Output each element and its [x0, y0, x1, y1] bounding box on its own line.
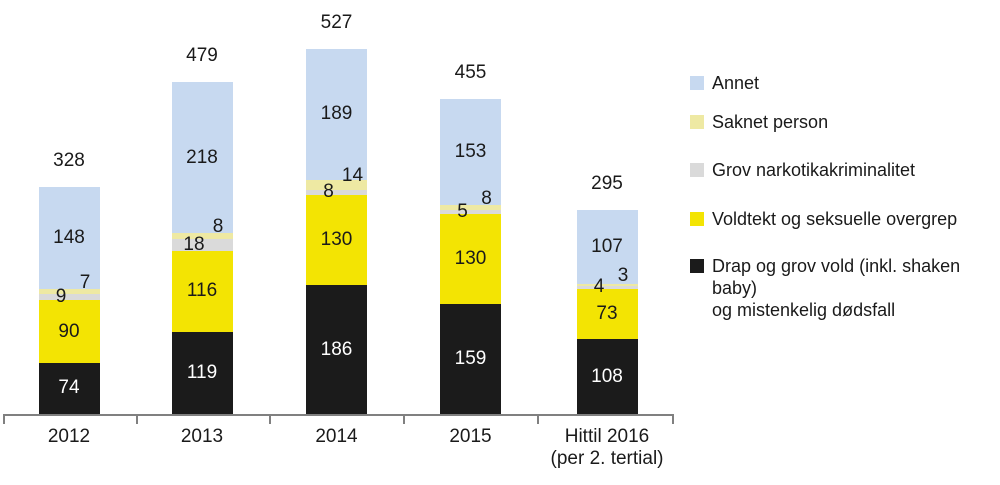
- x-axis-line: [3, 414, 673, 416]
- segment-value-label: 218: [186, 146, 218, 168]
- bar-segment: [306, 189, 367, 196]
- bar-segment: [171, 238, 233, 252]
- segment-value-label: 119: [186, 361, 218, 383]
- bar-segment: [576, 283, 638, 286]
- segment-value-label: 8: [481, 187, 492, 209]
- bar-total-label: 295: [591, 172, 623, 194]
- legend-swatch: [690, 212, 704, 226]
- legend-swatch: [690, 115, 704, 129]
- bar-segment: [440, 98, 501, 205]
- legend-item: Drap og grov vold (inkl. shaken baby) og…: [690, 255, 1000, 321]
- segment-value-label: 148: [53, 227, 85, 249]
- bar-segment: [576, 288, 638, 340]
- bar-segment: [38, 289, 100, 295]
- segment-value-label: 8: [212, 216, 224, 237]
- axis-tick: [402, 414, 405, 424]
- bar-segment: [38, 300, 100, 363]
- bar-segment: [306, 195, 367, 286]
- segment-value-label: 189: [320, 103, 353, 125]
- segment-value-label: 107: [591, 235, 623, 257]
- legend-swatch: [690, 259, 704, 273]
- segment-value-label: 7: [79, 271, 91, 293]
- axis-tick: [672, 414, 674, 424]
- bar-segment: [171, 82, 233, 234]
- segment-value-label: 153: [454, 140, 487, 162]
- segment-value-label: 186: [320, 338, 353, 360]
- bar-segment: [576, 339, 638, 414]
- bar-total-label: 479: [186, 45, 218, 67]
- bar-segment: [576, 209, 638, 284]
- segment-value-label: 14: [341, 164, 364, 186]
- x-axis-label: 2015: [449, 426, 492, 447]
- bar-segment: [38, 294, 100, 301]
- axis-tick: [135, 414, 138, 424]
- legend-swatch: [690, 163, 704, 177]
- segment-value-label: 159: [454, 347, 487, 369]
- segment-value-label: 130: [320, 229, 353, 251]
- bar-segment: [171, 233, 233, 239]
- legend-label: Drap og grov vold (inkl. shaken baby) og…: [712, 256, 961, 320]
- segment-value-label: 3: [617, 264, 629, 286]
- bar-segment: [306, 179, 367, 190]
- bar-segment: [440, 210, 501, 214]
- bar-segment: [38, 362, 100, 414]
- bar-segment: [38, 186, 100, 290]
- segment-value-label: 4: [593, 276, 605, 298]
- segment-value-label: 9: [55, 286, 67, 308]
- bar-segment: [440, 303, 501, 414]
- bar-segment: [576, 285, 638, 289]
- segment-value-label: 73: [596, 302, 618, 324]
- bar-segment: [440, 204, 501, 211]
- legend-item: Saknet person: [690, 111, 828, 133]
- segment-value-label: 108: [591, 365, 623, 387]
- legend-item: Annet: [690, 72, 759, 94]
- x-axis-label: 2014: [315, 426, 358, 447]
- axis-tick: [268, 414, 271, 424]
- segment-value-label: 18: [183, 234, 205, 255]
- legend-item: Voldtekt og seksuelle overgrep: [690, 208, 957, 230]
- bar-segment: [171, 251, 233, 332]
- segment-value-label: 5: [457, 201, 468, 223]
- bar-total-label: 527: [320, 12, 353, 33]
- segment-value-label: 8: [323, 181, 334, 203]
- legend-label: Grov narkotikakriminalitet: [712, 160, 916, 180]
- legend-item: Grov narkotikakriminalitet: [690, 159, 915, 181]
- axis-tick: [3, 414, 5, 424]
- x-axis-label: 2012: [47, 426, 91, 447]
- segment-value-label: 74: [58, 377, 80, 399]
- bar-segment: [171, 331, 233, 414]
- bar-segment: [306, 285, 367, 414]
- legend-label: Saknet person: [712, 112, 829, 132]
- x-axis-label: 2013: [180, 426, 224, 447]
- bar-segment: [440, 213, 501, 304]
- legend-swatch: [690, 76, 704, 90]
- segment-value-label: 116: [186, 280, 218, 302]
- legend-label: Annet: [712, 73, 760, 93]
- legend: Annet Saknet person Grov narkotikakriminal…: [690, 0, 1000, 485]
- bar-segment: [306, 49, 367, 180]
- bar-total-label: 328: [53, 149, 85, 171]
- axis-tick: [537, 414, 539, 424]
- bar-total-label: 455: [454, 61, 487, 83]
- segment-value-label: 130: [454, 247, 487, 269]
- x-axis-label: Hittil 2016 (per 2. tertial): [550, 426, 664, 469]
- segment-value-label: 90: [58, 320, 80, 342]
- legend-label: Voldtekt og seksuelle overgrep: [712, 209, 958, 229]
